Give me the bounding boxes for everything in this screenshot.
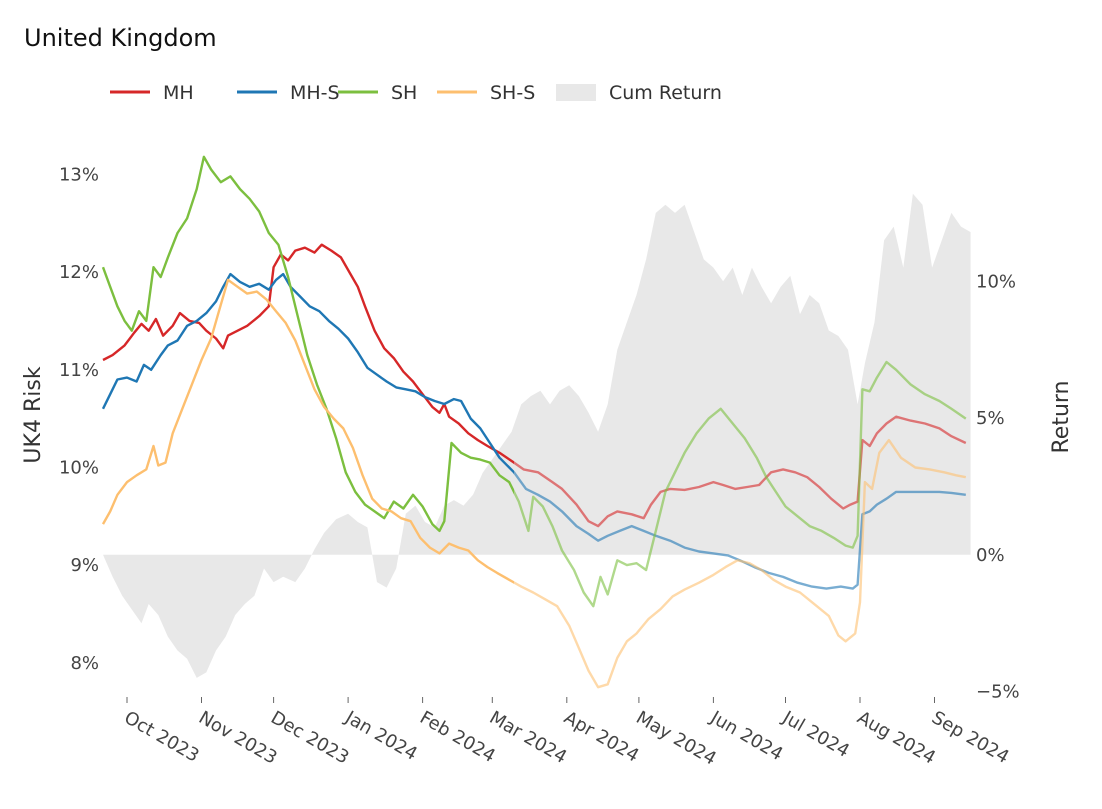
legend-label: SH-S <box>490 82 535 104</box>
x-tick-label: Jul 2024 <box>778 707 853 762</box>
x-tick-label: Nov 2023 <box>195 707 281 769</box>
x-tick-label: Jan 2024 <box>341 707 421 765</box>
x-tick-label: Sep 2024 <box>928 707 1013 768</box>
x-tick-label: Oct 2023 <box>121 707 203 767</box>
legend-item-mh[interactable]: MH <box>110 82 194 104</box>
series-lines-layer <box>101 155 967 689</box>
y-axis-ticks: 8% 9% 10% 11% 12% 13% <box>59 164 99 673</box>
y2-tick-label: 5% <box>976 408 1005 429</box>
x-tick-label: Mar 2024 <box>486 707 571 768</box>
cum-return-area <box>103 193 971 678</box>
sh-s-line <box>101 278 514 584</box>
legend-swatch <box>556 84 596 101</box>
legend[interactable]: MH MH-S SH SH-S Cum Return <box>110 82 722 104</box>
y2-tick-label: 0% <box>976 545 1005 566</box>
x-tick-label: Dec 2023 <box>267 707 352 768</box>
legend-item-sh[interactable]: SH <box>338 82 417 104</box>
cum-return-area-layer <box>103 193 971 678</box>
sh-series <box>101 155 967 608</box>
mh-series <box>102 243 967 528</box>
mh-line <box>102 243 514 465</box>
legend-item-cum-return[interactable]: Cum Return <box>556 82 722 104</box>
sh-s-line-faded <box>513 438 967 689</box>
y-tick-label: 10% <box>59 458 99 479</box>
sh-s-series <box>101 278 967 689</box>
x-tick-label: Apr 2024 <box>560 707 642 767</box>
x-tick-label: Aug 2024 <box>854 707 940 769</box>
y2-axis-title: Return <box>1049 380 1074 453</box>
legend-item-sh-s[interactable]: SH-S <box>437 82 535 104</box>
sh-line-faded <box>513 360 967 608</box>
x-tick-label: May 2024 <box>632 707 719 770</box>
mh-s-line-faded <box>513 470 966 590</box>
y-tick-label: 9% <box>70 555 99 576</box>
legend-label: MH <box>163 82 194 104</box>
y-tick-label: 12% <box>59 262 99 283</box>
y2-tick-label: 10% <box>976 271 1016 292</box>
y-tick-label: 13% <box>59 164 99 185</box>
legend-item-mh-s[interactable]: MH-S <box>237 82 340 104</box>
y2-tick-label: −5% <box>976 682 1020 703</box>
mh-line-faded <box>513 415 967 528</box>
legend-label: MH-S <box>290 82 340 104</box>
mh-s-line <box>101 272 514 475</box>
legend-label: Cum Return <box>609 82 722 104</box>
chart-title: United Kingdom <box>24 24 217 52</box>
legend-label: SH <box>391 82 417 104</box>
y-tick-label: 11% <box>59 360 99 381</box>
y2-axis-ticks: −5% 0% 5% 10% <box>976 271 1020 702</box>
sh-line <box>101 155 514 533</box>
x-tick-label: Feb 2024 <box>416 707 499 767</box>
y-tick-label: 8% <box>70 653 99 674</box>
x-tick-label: Jun 2024 <box>706 707 786 766</box>
mh-s-series <box>101 272 966 590</box>
y-axis-title: UK4 Risk <box>21 366 46 463</box>
